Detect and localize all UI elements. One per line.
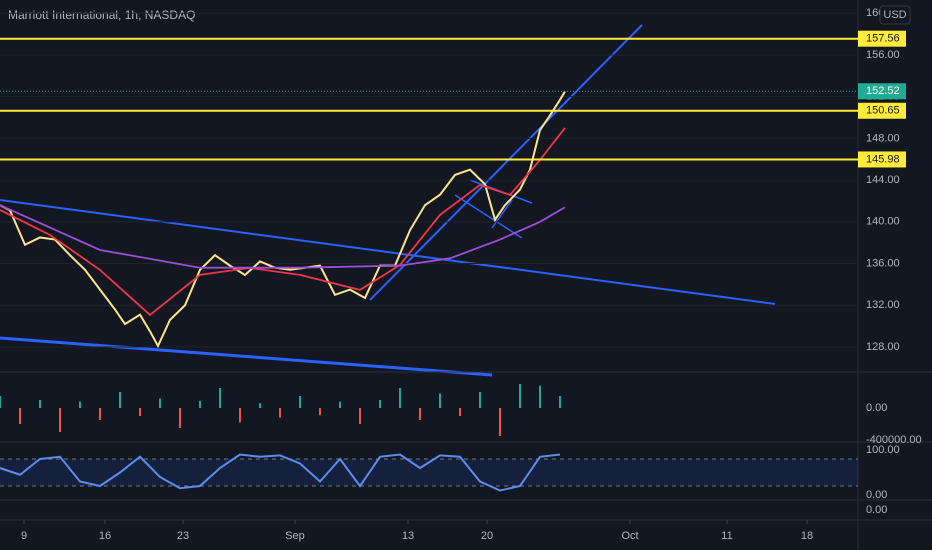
currency-box [879, 5, 911, 25]
trend-line [0, 199, 776, 305]
y-tick-label: 144.00 [866, 174, 900, 186]
series-line [0, 204, 566, 269]
volume-bar [19, 408, 21, 424]
volume-bar [459, 408, 461, 416]
volume-bar [0, 396, 1, 408]
level-label-bg [858, 151, 906, 168]
x-tick-label: 16 [99, 530, 111, 542]
volume-bar [139, 408, 141, 416]
trend-line [369, 24, 643, 301]
trend-line [454, 194, 523, 239]
volume-bar [159, 398, 161, 408]
y-tick-label: 148.00 [866, 132, 900, 144]
volume-bar [219, 388, 221, 408]
x-tick-label: 18 [801, 530, 813, 542]
trend-line [0, 336, 493, 377]
y-tick-label: 0.00 [866, 489, 887, 501]
chart-title: Marriott International, 1h, NASDAQ [8, 8, 195, 22]
level-label-bg [858, 102, 906, 119]
volume-bar [179, 408, 181, 428]
x-tick-label: 23 [177, 530, 189, 542]
y-tick-label: -400000.00 [866, 434, 922, 446]
y-tick-label: 132.00 [866, 299, 900, 311]
series-line [0, 127, 566, 317]
x-tick-label: 20 [481, 530, 493, 542]
x-tick-label: 13 [402, 530, 414, 542]
volume-bar [399, 388, 401, 408]
volume-bar [99, 408, 101, 420]
volume-bar [479, 392, 481, 408]
volume-bar [199, 400, 201, 408]
level-label: 150.65 [866, 105, 900, 117]
volume-bar [59, 408, 61, 432]
x-tick-label: Sep [285, 530, 305, 542]
y-tick-label: 0.00 [866, 402, 887, 414]
y-tick-label: 136.00 [866, 257, 900, 269]
volume-bar [259, 403, 261, 408]
series-line [0, 90, 566, 349]
volume-bar [319, 408, 321, 416]
volume-bar [119, 392, 121, 408]
y-tick-label: 128.00 [866, 341, 900, 353]
volume-bar [359, 408, 361, 424]
volume-bar [239, 408, 241, 423]
x-tick-label: 11 [721, 530, 732, 542]
trend-lines [0, 24, 776, 377]
trend-line [491, 199, 513, 229]
last-price-label: 152.52 [866, 85, 900, 97]
volume-bar [339, 401, 341, 408]
currency: USD [883, 9, 906, 21]
last-price-bg [858, 83, 906, 100]
volume-bar [379, 400, 381, 408]
level-label: 157.56 [866, 33, 900, 45]
series-line [0, 453, 561, 492]
volume-bar [419, 408, 421, 420]
x-tick-label: 9 [21, 530, 27, 542]
y-tick-label: 140.00 [866, 216, 900, 228]
y-tick-label: 156.00 [866, 49, 900, 61]
volume-bar [519, 384, 521, 408]
volume-bar [299, 396, 301, 408]
volume-bar [539, 385, 541, 408]
volume-bar [279, 408, 281, 418]
volume-bar [39, 400, 41, 408]
x-tick-label: Oct [621, 530, 638, 542]
volume-bar [499, 408, 501, 436]
volume-bar [559, 396, 561, 408]
level-label: 145.98 [866, 153, 900, 165]
volume-bar [439, 393, 441, 408]
volume-bar [79, 401, 81, 408]
level-label-bg [858, 30, 906, 47]
y-tick-label: 100.00 [866, 444, 900, 456]
y-tick-label: 0.00 [866, 504, 887, 516]
